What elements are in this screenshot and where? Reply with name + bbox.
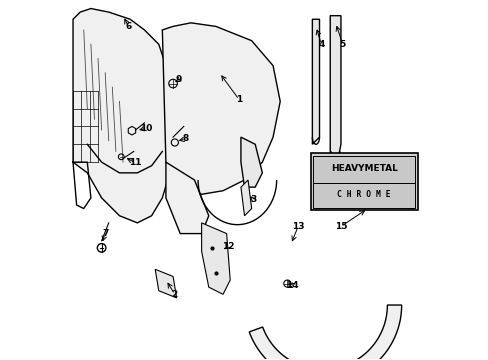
Text: 1: 1 [236, 95, 242, 104]
Text: 7: 7 [102, 229, 108, 238]
FancyBboxPatch shape [313, 183, 414, 207]
Text: 15: 15 [334, 222, 346, 231]
Text: C H R O M E: C H R O M E [337, 190, 390, 199]
Polygon shape [162, 23, 280, 194]
Polygon shape [155, 269, 176, 298]
Polygon shape [312, 19, 319, 144]
Polygon shape [73, 9, 173, 223]
Polygon shape [329, 16, 340, 162]
Polygon shape [249, 305, 401, 360]
Polygon shape [241, 180, 251, 216]
Text: 9: 9 [175, 76, 181, 85]
Text: HEAVYMETAL: HEAVYMETAL [330, 165, 397, 174]
Polygon shape [241, 137, 262, 187]
Text: 3: 3 [250, 195, 256, 204]
Text: 8: 8 [182, 134, 188, 143]
Text: 6: 6 [125, 22, 131, 31]
Text: 11: 11 [129, 158, 142, 167]
Text: 5: 5 [339, 40, 345, 49]
FancyBboxPatch shape [313, 157, 414, 183]
Text: 14: 14 [286, 281, 299, 290]
Polygon shape [201, 223, 230, 294]
Text: 2: 2 [171, 290, 178, 299]
Polygon shape [165, 162, 208, 234]
Text: 12: 12 [222, 242, 234, 251]
Text: 4: 4 [318, 40, 324, 49]
Text: 10: 10 [140, 124, 152, 133]
Text: 13: 13 [291, 222, 304, 231]
FancyBboxPatch shape [310, 153, 417, 210]
